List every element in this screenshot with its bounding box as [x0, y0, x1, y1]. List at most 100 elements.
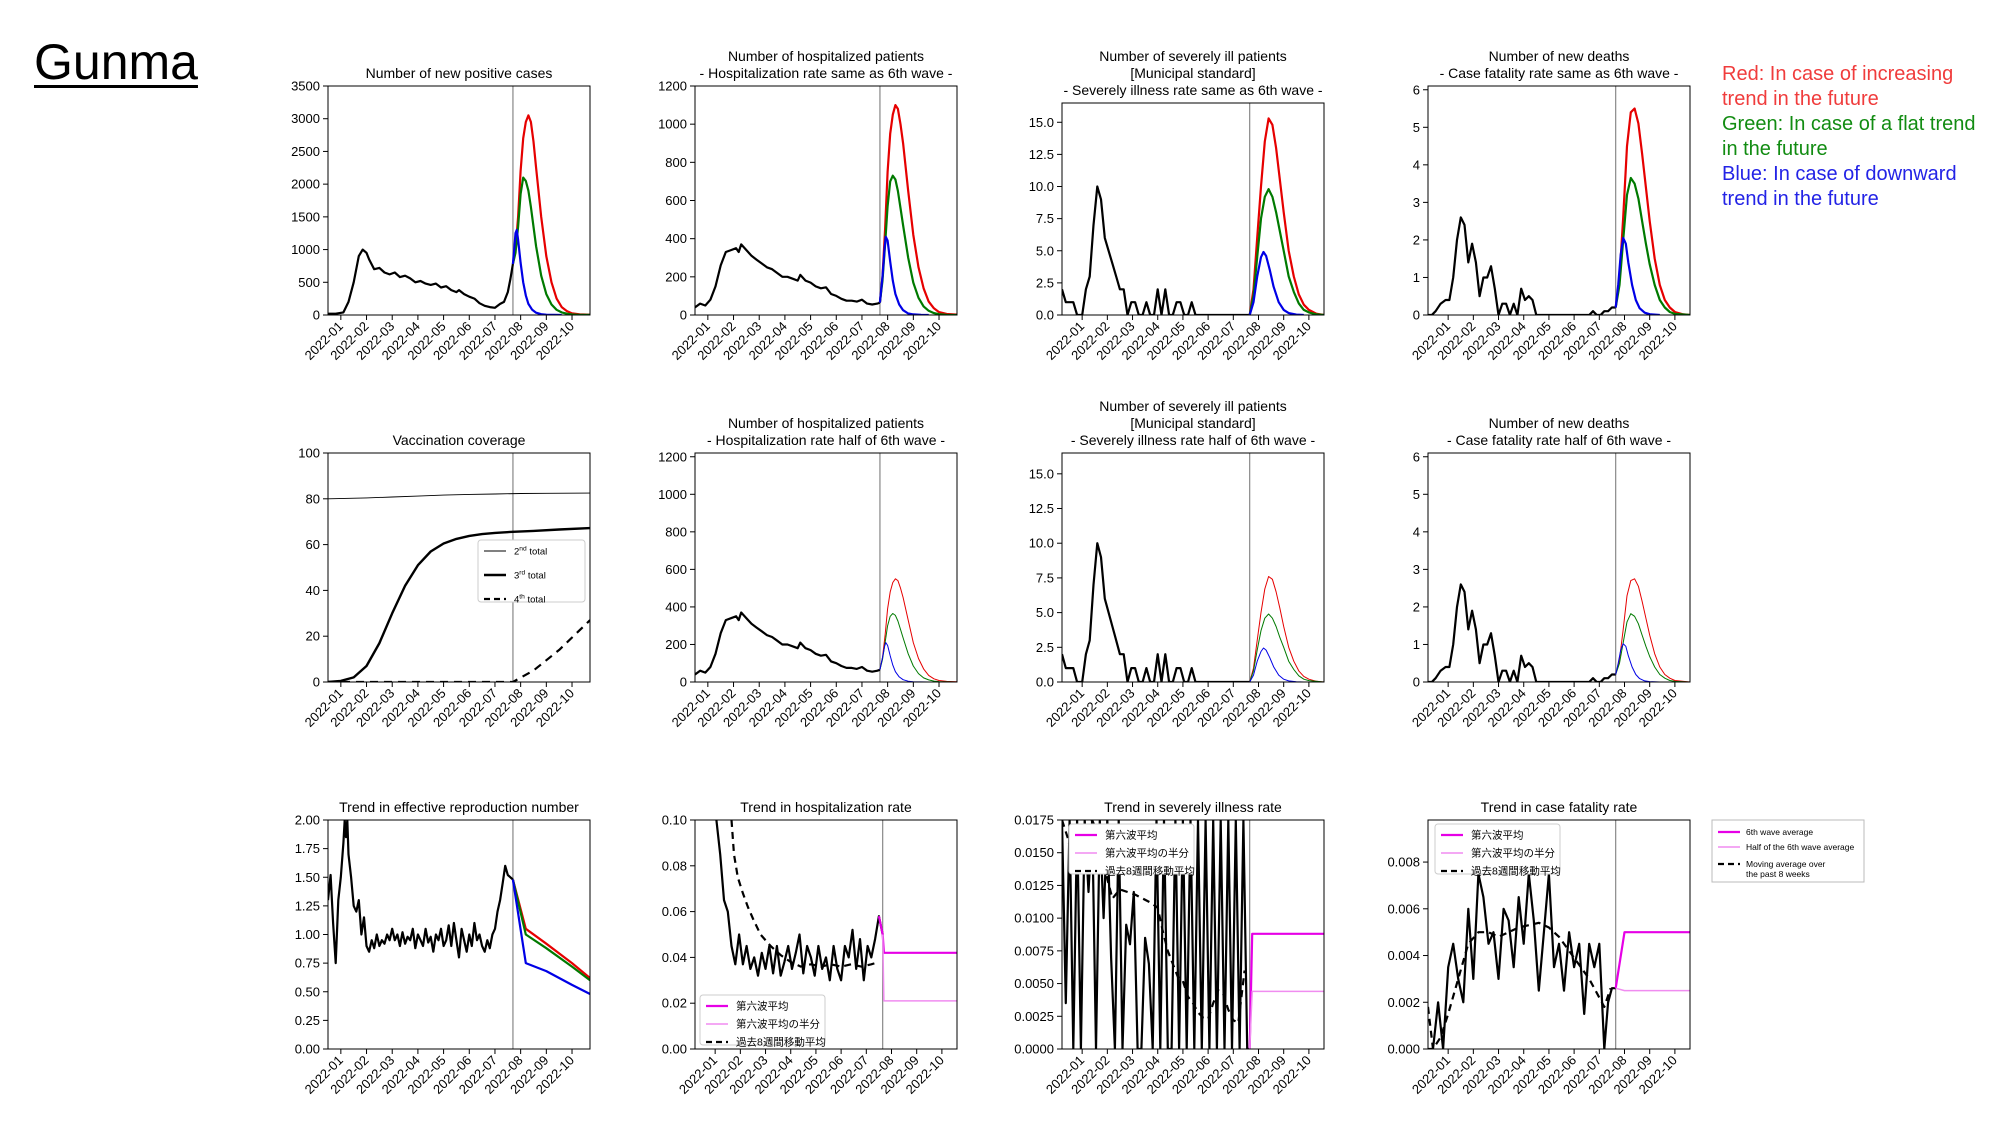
y-tick-label: 7.5 [1036, 570, 1054, 585]
y-tick-label: 1 [1413, 270, 1420, 285]
series-line-actual [695, 611, 881, 676]
legend-label: Half of the 6th wave average [1746, 842, 1854, 852]
series-line-actual [328, 248, 514, 315]
y-tick-label: 600 [665, 562, 687, 577]
plot-frame [694, 85, 958, 316]
y-tick-label: 0.0100 [1014, 911, 1054, 926]
chart-title: Number of hospitalized patients [728, 48, 924, 64]
chart-hospitalized-half: Number of hospitalized patients- Hospita… [658, 415, 958, 730]
chart-cfr-trend: Trend in case fatality rate 0.000 0.002 0.0… [1387, 799, 1691, 1097]
legend-box [1434, 823, 1561, 875]
series-line-flat [878, 174, 957, 315]
y-tick-label: 0.25 [295, 1013, 320, 1028]
y-tick-label: 0.0125 [1014, 878, 1054, 893]
y-tick-label: 6 [1413, 82, 1420, 97]
y-tick-label: 0 [313, 675, 320, 690]
y-tick-label: 1.25 [295, 898, 320, 913]
y-tick-label: 0.0175 [1014, 813, 1054, 828]
y-tick-label: 1.50 [295, 870, 320, 885]
chart-title: Number of hospitalized patients [728, 415, 924, 431]
series-line-half_sixth_avg [1248, 990, 1324, 1049]
y-tick-label: 0 [680, 308, 687, 323]
series-line-flat [879, 613, 957, 682]
series-line-decrease [1248, 250, 1304, 315]
series-line-actual [715, 820, 884, 982]
y-tick-label: 400 [665, 231, 687, 246]
series-line-actual [1428, 216, 1616, 315]
series-line-moving_avg [1428, 921, 1612, 1049]
chart-title: Number of severely ill patients [1099, 398, 1287, 414]
legend-label: 過去8週間移動平均 [1105, 865, 1195, 878]
series-line-half_sixth_avg [881, 934, 957, 1002]
y-tick-label: 5.0 [1036, 243, 1054, 258]
scenario-legend-flat: Green: In case of a flat trend in the fu… [1722, 113, 1976, 160]
plot-frame [1061, 102, 1325, 316]
series-line-increase [878, 104, 957, 315]
chart-title: - Case fatality rate half of 6th wave - [1447, 432, 1671, 448]
series-line-decrease [1249, 647, 1304, 682]
y-tick-label: 10.0 [1029, 179, 1054, 194]
chart-title: - Hospitalization rate same as 6th wave … [700, 65, 953, 81]
series-line-increase [1614, 107, 1690, 315]
series-line-half_sixth_avg [1615, 987, 1690, 992]
y-tick-label: 200 [665, 637, 687, 652]
y-tick-label: 4 [1413, 524, 1420, 539]
y-tick-label: 2.5 [1036, 275, 1054, 290]
y-tick-label: 80 [306, 491, 320, 506]
y-tick-label: 15.0 [1029, 115, 1054, 130]
y-tick-label: 40 [306, 583, 320, 598]
y-tick-label: 4 [1413, 157, 1420, 172]
legend-label: 2nd total [514, 546, 547, 558]
chart-title: - Hospitalization rate half of 6th wave … [707, 432, 945, 448]
series-line-actual [1428, 872, 1616, 1049]
chart-deaths-same: Number of new deaths- Case fatality rate… [1409, 48, 1691, 363]
y-tick-label: 3500 [291, 79, 320, 94]
chart-title: Number of severely ill patients [1099, 48, 1287, 64]
y-tick-label: 0 [313, 308, 320, 323]
chart-title: Trend in effective reproduction number [339, 799, 579, 815]
chart-title: Vaccination coverage [393, 432, 526, 448]
series-line-decrease [511, 879, 590, 995]
scenario-legend-decrease: Blue: In case of downward trend in the f… [1722, 163, 1957, 210]
y-tick-label: 2.00 [295, 813, 320, 828]
y-tick-label: 10.0 [1029, 536, 1054, 551]
y-tick-label: 0.0025 [1014, 1009, 1054, 1024]
plot-frame [1427, 85, 1691, 316]
scenario-legend-increase: Red: In case of increasing trend in the … [1722, 63, 1954, 110]
plot-frame [1061, 819, 1325, 1050]
series-line-dose3 [328, 526, 590, 682]
y-tick-label: 400 [665, 599, 687, 614]
chart-title: Trend in case fatality rate [1481, 799, 1638, 815]
chart-vaccination: Vaccination coverage0204060801002022-012… [298, 432, 591, 730]
legend-label: 過去8週間移動平均 [736, 1036, 826, 1049]
series-line-decrease [511, 228, 562, 315]
legend-label: the past 8 weeks [1746, 869, 1810, 879]
chart-title: Number of new deaths [1489, 48, 1630, 64]
y-tick-label: 2 [1413, 599, 1420, 614]
y-tick-label: 6 [1413, 449, 1420, 464]
y-tick-label: 3 [1413, 195, 1420, 210]
y-tick-label: 0 [680, 675, 687, 690]
y-tick-label: 0.0050 [1014, 976, 1054, 991]
series-line-flat [1615, 613, 1690, 682]
y-tick-label: 2000 [291, 177, 320, 192]
chart-severe-rate-trend: Trend in severely illness rate 0.0000 0.00… [1014, 799, 1325, 1097]
legend-label: 第六波平均の半分 [736, 1018, 820, 1031]
series-line-flat [511, 176, 590, 315]
legend-label: 第六波平均 [736, 1000, 789, 1013]
y-tick-label: 0.00 [662, 1042, 687, 1057]
legend-box [477, 539, 586, 603]
chart-hospitalized-same: Number of hospitalized patients- Hospita… [658, 48, 958, 363]
bottom-legend: 6th wave average Half of the 6th wave ave… [1711, 819, 1865, 883]
y-tick-label: 60 [306, 537, 320, 552]
legend-box [1711, 819, 1865, 883]
series-line-decrease [1615, 643, 1660, 682]
series-line-dose4 [328, 619, 590, 682]
y-tick-label: 0.06 [662, 904, 687, 919]
legend-label: 過去8週間移動平均 [1471, 865, 1561, 878]
y-tick-label: 1000 [658, 117, 687, 132]
series-line-increase [511, 114, 590, 315]
